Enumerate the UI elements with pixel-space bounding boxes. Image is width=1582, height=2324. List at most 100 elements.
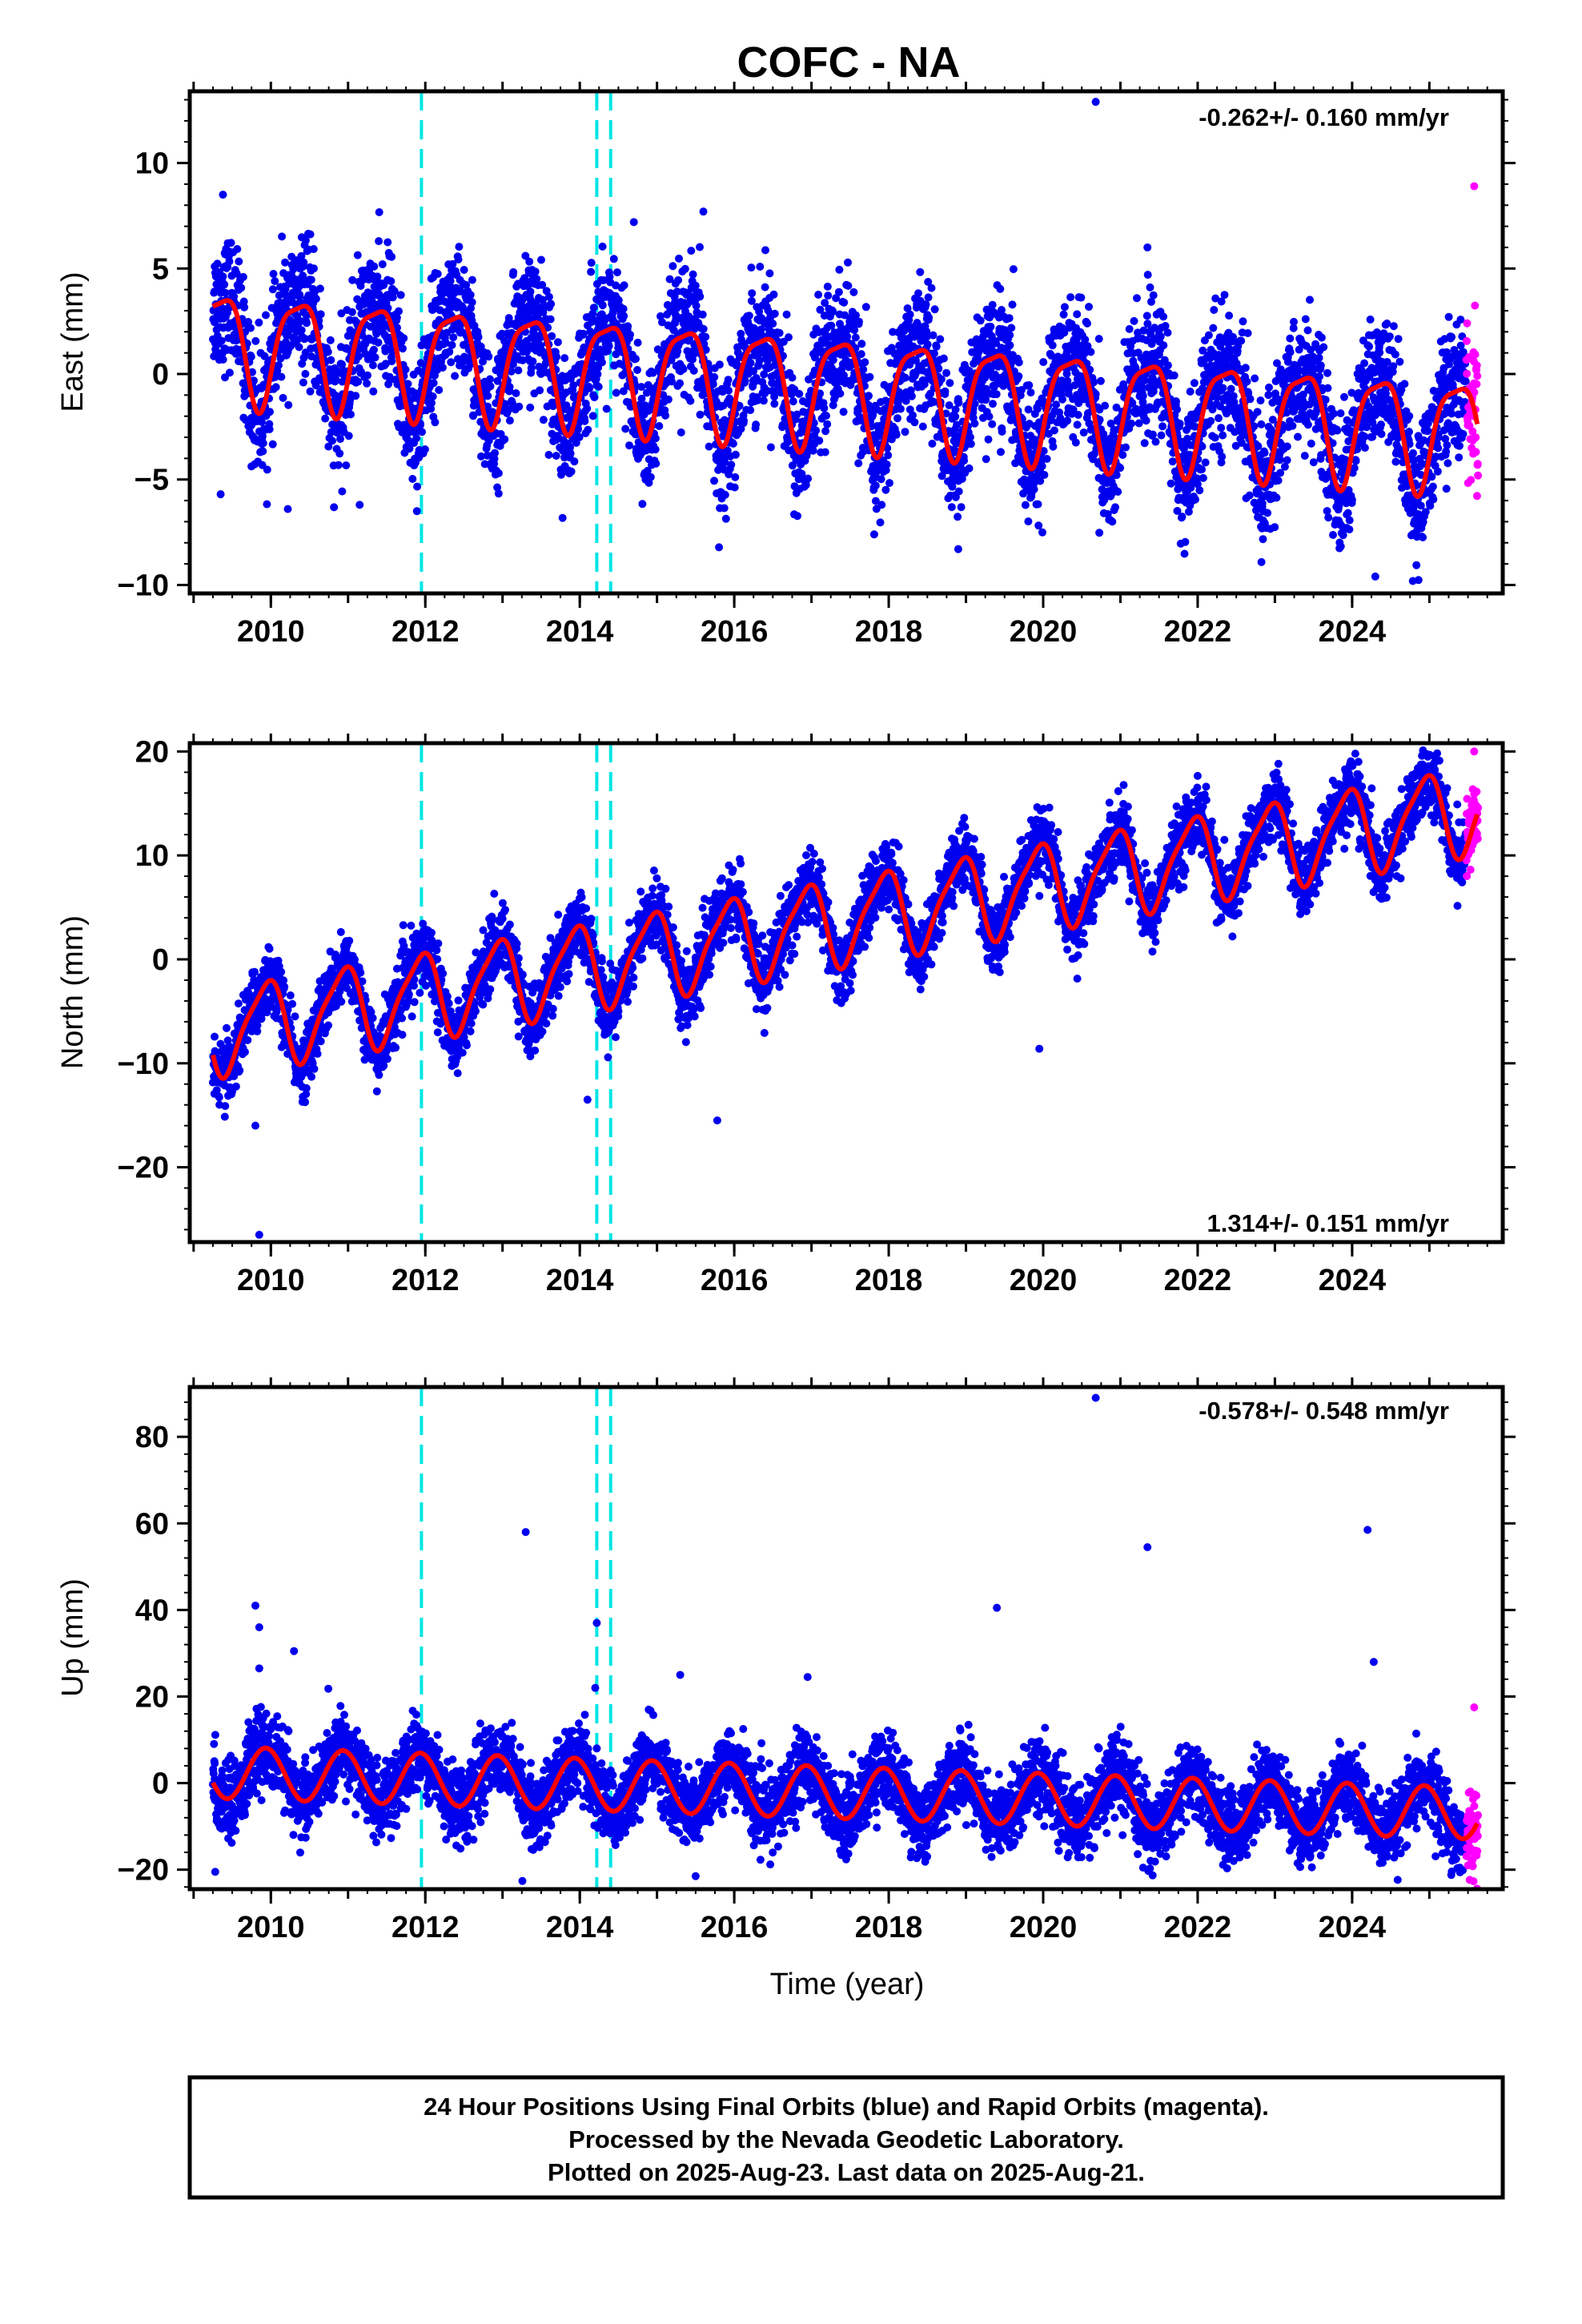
east-final-orbit-point [251, 336, 260, 345]
east-final-orbit-point [233, 245, 242, 253]
east-final-orbit-point [448, 259, 457, 268]
east-final-orbit-point [408, 475, 417, 483]
east-final-orbit-point [701, 332, 710, 341]
east-final-orbit-point [1127, 419, 1136, 428]
east-final-orbit-point [604, 342, 613, 351]
east-final-orbit-point [924, 293, 933, 302]
east-final-orbit-point [705, 442, 713, 451]
east-final-orbit-point [957, 503, 966, 512]
east-final-orbit-point [793, 512, 801, 521]
east-final-orbit-point [1034, 500, 1042, 509]
east-final-orbit-point [1217, 424, 1226, 432]
east-final-orbit-point [235, 257, 243, 266]
east-final-orbit-point [405, 444, 414, 453]
east-final-orbit-point [1077, 293, 1086, 302]
east-final-orbit-point [1323, 384, 1332, 392]
east-final-orbit-point [363, 371, 371, 380]
east-final-orbit-point [747, 296, 756, 305]
east-final-orbit-point [1172, 397, 1180, 406]
east-final-orbit-point [221, 288, 230, 297]
east-final-orbit-point [937, 375, 946, 384]
east-final-orbit-point [1166, 479, 1175, 488]
east-final-orbit-point [859, 365, 868, 374]
east-final-orbit-point [1309, 458, 1318, 467]
east-final-orbit-point [299, 258, 308, 267]
east-final-orbit-point [928, 440, 937, 448]
east-final-orbit-point [227, 239, 235, 247]
east-final-orbit-point [1052, 400, 1061, 409]
east-final-orbit-point [1030, 485, 1038, 493]
east-final-orbit-point [1005, 314, 1014, 323]
east-final-orbit-point [839, 408, 848, 416]
east-final-orbit-point [893, 414, 901, 423]
east-final-orbit-point [730, 483, 739, 492]
east-final-orbit-point [1210, 306, 1219, 314]
east-final-orbit-point [1225, 312, 1234, 320]
east-final-orbit-point [598, 301, 607, 310]
east-final-orbit-point [998, 428, 1006, 436]
east-final-orbit-point [804, 474, 813, 483]
east-final-orbit-point [1026, 388, 1035, 397]
east-final-orbit-point [770, 400, 779, 408]
east-final-orbit-point [696, 243, 704, 251]
east-final-orbit-point [1119, 380, 1128, 388]
east-final-orbit-point [976, 316, 985, 325]
east-final-orbit-point [1149, 291, 1158, 300]
east-final-orbit-point [1251, 374, 1259, 383]
east-final-orbit-point [997, 448, 1005, 456]
east-final-orbit-point [849, 287, 858, 296]
east-final-orbit-point [500, 400, 509, 408]
east-final-orbit-point [584, 425, 592, 434]
east-final-orbit-point [1024, 517, 1033, 526]
east-final-orbit-point [658, 318, 666, 327]
east-final-orbit-point [965, 464, 974, 472]
east-final-orbit-point [1149, 430, 1157, 439]
east-final-orbit-point [1142, 312, 1151, 320]
east-final-orbit-point [785, 333, 793, 342]
east-final-orbit-point [1347, 496, 1356, 505]
east-final-orbit-point [1049, 442, 1058, 451]
east-final-orbit-point [348, 275, 357, 284]
east-final-orbit-point [824, 292, 833, 300]
east-final-orbit-point [710, 476, 718, 485]
east-final-orbit-point [395, 307, 403, 316]
east-final-orbit-point [1195, 486, 1204, 495]
east-final-orbit-point [324, 442, 333, 451]
east-final-orbit-point [225, 368, 234, 377]
east-final-orbit-point [985, 412, 994, 421]
east-final-orbit-point [468, 298, 476, 307]
east-final-orbit-point [447, 358, 456, 367]
east-final-orbit-point [1175, 420, 1184, 428]
east-final-orbit-point [907, 392, 916, 400]
east-final-orbit-point [916, 267, 925, 276]
east-final-orbit-point [984, 435, 993, 444]
east-final-orbit-point [331, 374, 339, 383]
east-final-orbit-point [834, 287, 843, 296]
east-final-orbit-point [696, 410, 705, 419]
east-final-orbit-point [651, 434, 660, 443]
east-final-orbit-point [520, 274, 529, 283]
east-final-orbit-point [613, 268, 621, 277]
east-final-orbit-point [412, 507, 421, 516]
east-final-orbit-point [664, 395, 673, 404]
east-final-orbit-point [279, 393, 287, 402]
east-final-orbit-point [865, 372, 874, 381]
east-final-orbit-point [260, 352, 269, 360]
east-final-orbit-point [669, 262, 677, 271]
east-final-orbit-point [456, 287, 465, 296]
east-final-orbit-point [1111, 503, 1119, 512]
east-final-orbit-point [1319, 343, 1328, 352]
east-final-orbit-point [1245, 491, 1254, 500]
east-final-orbit-point [334, 460, 343, 469]
east-final-orbit-point [637, 383, 646, 392]
east-final-orbit-point [1307, 439, 1315, 448]
east-final-orbit-point [1241, 364, 1250, 372]
east-final-orbit-point [306, 230, 315, 239]
east-final-orbit-point [1168, 457, 1177, 466]
east-final-orbit-point [1345, 525, 1354, 534]
east-final-orbit-point [679, 365, 688, 373]
east-final-orbit-point [877, 501, 886, 509]
east-final-orbit-point [567, 467, 576, 476]
east-final-orbit-point [1198, 465, 1207, 474]
east-final-orbit-point [544, 292, 553, 301]
